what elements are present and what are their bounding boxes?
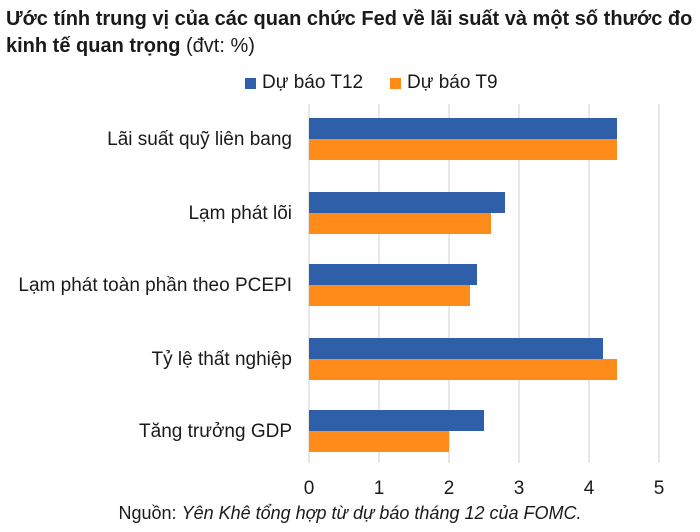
bar-1-1 <box>309 118 617 139</box>
legend-swatch-series-2 <box>390 77 401 89</box>
x-tick-label-0: 0 <box>304 478 315 499</box>
category-label-4: Tỷ lệ thất nghiệp <box>152 349 292 370</box>
bar-2-4 <box>309 359 617 380</box>
x-tick-label-5: 5 <box>654 478 665 499</box>
bar-1-3 <box>309 264 477 285</box>
x-tick-label-4: 4 <box>584 478 595 499</box>
bar-2-3 <box>309 285 470 306</box>
source-prefix: Nguồn: <box>118 503 177 523</box>
bar-1-4 <box>309 338 603 359</box>
x-tick-label-2: 2 <box>444 478 455 499</box>
chart-title-text: Ước tính trung vị của các quan chức Fed … <box>6 8 693 57</box>
legend-label-series-1: Dự báo T12 <box>262 72 364 93</box>
chart-title-unit: (đvt: %) <box>186 35 255 57</box>
source-note: Nguồn: Yên Khê tổng hợp từ dự báo tháng … <box>0 503 700 524</box>
bar-2-2 <box>309 213 491 234</box>
source-text: Yên Khê tổng hợp từ dự báo tháng 12 của … <box>181 503 582 523</box>
x-tick-label-3: 3 <box>514 478 525 499</box>
chart-legend: Dự báo T12 Dự báo T9 <box>0 71 700 95</box>
bar-1-5 <box>309 410 484 431</box>
category-label-1: Lãi suất quỹ liên bang <box>107 129 292 150</box>
legend-item-series-2: Dự báo T9 <box>390 71 498 95</box>
legend-label-series-2: Dự báo T9 <box>407 72 498 93</box>
category-label-3: Lạm phát toàn phần theo PCEPI <box>18 275 292 296</box>
bar-2-1 <box>309 139 617 160</box>
legend-item-series-1: Dự báo T12 <box>245 71 363 95</box>
x-tick-label-1: 1 <box>374 478 385 499</box>
category-label-2: Lạm phát lõi <box>188 203 292 224</box>
bar-1-2 <box>309 192 505 213</box>
category-label-5: Tăng trưởng GDP <box>139 421 292 442</box>
bar-2-5 <box>309 431 449 452</box>
legend-swatch-series-1 <box>245 77 256 89</box>
chart-title: Ước tính trung vị của các quan chức Fed … <box>6 6 694 60</box>
